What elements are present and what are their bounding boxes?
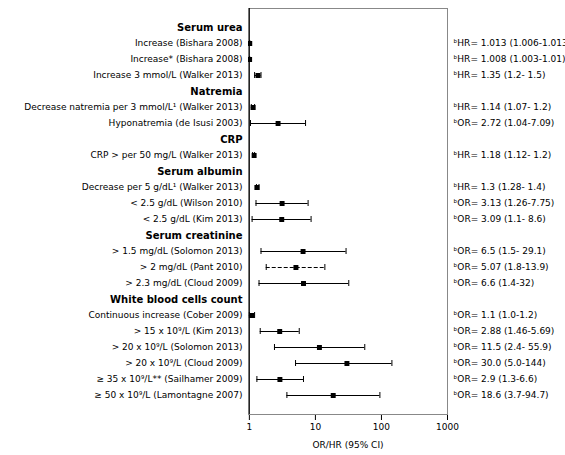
- svg-text:ᵇHR= 1.008 (1.003-1.01): ᵇHR= 1.008 (1.003-1.01): [454, 54, 565, 64]
- svg-text:10: 10: [310, 422, 322, 432]
- svg-text:Serum urea: Serum urea: [177, 22, 243, 33]
- svg-text:> 1.5 mg/dL (Solomon 2013): > 1.5 mg/dL (Solomon 2013): [112, 246, 243, 256]
- svg-text:1: 1: [247, 422, 253, 432]
- svg-text:< 2.5 g/dL (Wilson 2010): < 2.5 g/dL (Wilson 2010): [130, 198, 242, 208]
- svg-text:Continuous increase (Cober 200: Continuous increase (Cober 2009): [88, 310, 242, 320]
- svg-text:ᵇOR= 1.1 (1.0-1.2): ᵇOR= 1.1 (1.0-1.2): [454, 310, 538, 320]
- svg-text:ᵇOR= 3.09 (1.1- 8.6): ᵇOR= 3.09 (1.1- 8.6): [454, 214, 546, 224]
- svg-text:ᵇOR= 30.0 (5.0-144): ᵇOR= 30.0 (5.0-144): [454, 358, 546, 368]
- svg-text:CRP: CRP: [220, 134, 242, 145]
- svg-text:White blood cells count: White blood cells count: [110, 294, 243, 305]
- svg-text:100: 100: [373, 422, 390, 432]
- svg-text:Increase* (Bishara 2008): Increase* (Bishara 2008): [130, 54, 242, 64]
- svg-text:Decrease per 5 g/dL¹ (Walker 2: Decrease per 5 g/dL¹ (Walker 2013): [82, 182, 243, 192]
- svg-text:ᵇOR= 6.6 (1.4-32): ᵇOR= 6.6 (1.4-32): [454, 278, 535, 288]
- svg-text:Increase 3 mmol/L (Walker 2013: Increase 3 mmol/L (Walker 2013): [93, 70, 242, 80]
- svg-text:Serum creatinine: Serum creatinine: [146, 230, 243, 241]
- svg-text:> 20 x 10⁹/L (Solomon 2013): > 20 x 10⁹/L (Solomon 2013): [112, 342, 243, 352]
- svg-text:> 2 mg/dL (Pant 2010): > 2 mg/dL (Pant 2010): [140, 262, 243, 272]
- svg-text:Decrease natremia per 3 mmol/L: Decrease natremia per 3 mmol/L¹ (Walker …: [24, 102, 242, 112]
- svg-text:ᵇHR= 1.013 (1.006-1.013): ᵇHR= 1.013 (1.006-1.013): [454, 38, 565, 48]
- svg-text:1000: 1000: [436, 422, 459, 432]
- svg-text:ᵇHR= 1.18 (1.12- 1.2): ᵇHR= 1.18 (1.12- 1.2): [454, 150, 552, 160]
- svg-text:Increase (Bishara 2008): Increase (Bishara 2008): [135, 38, 243, 48]
- svg-text:ᵇOR= 6.5 (1.5- 29.1): ᵇOR= 6.5 (1.5- 29.1): [454, 246, 546, 256]
- svg-text:Natremia: Natremia: [190, 86, 242, 97]
- svg-text:ᵇOR= 11.5 (2.4- 55.9): ᵇOR= 11.5 (2.4- 55.9): [454, 342, 552, 352]
- svg-text:Hyponatremia (de Isusi 2003): Hyponatremia (de Isusi 2003): [109, 118, 243, 128]
- svg-text:≥ 35 x 10⁹/L** (Sailhamer 2009: ≥ 35 x 10⁹/L** (Sailhamer 2009): [96, 374, 242, 384]
- svg-text:> 2.3 mg/dL (Cloud 2009): > 2.3 mg/dL (Cloud 2009): [125, 278, 242, 288]
- svg-text:ᵇHR= 1.14 (1.07- 1.2): ᵇHR= 1.14 (1.07- 1.2): [454, 102, 552, 112]
- svg-text:CRP > per 50 mg/L (Walker 2013: CRP > per 50 mg/L (Walker 2013): [91, 150, 243, 160]
- svg-text:OR/HR (95% CI): OR/HR (95% CI): [312, 440, 383, 450]
- svg-text:≥ 50 x 10⁹/L (Lamontagne 2007): ≥ 50 x 10⁹/L (Lamontagne 2007): [94, 390, 242, 400]
- svg-text:ᵇOR= 18.6 (3.7-94.7): ᵇOR= 18.6 (3.7-94.7): [454, 390, 549, 400]
- svg-text:> 20 x 10⁹/L (Cloud 2009): > 20 x 10⁹/L (Cloud 2009): [125, 358, 242, 368]
- svg-text:< 2.5 g/dL (Kim 2013): < 2.5 g/dL (Kim 2013): [143, 214, 243, 224]
- svg-text:ᵇOR= 2.72 (1.04-7.09): ᵇOR= 2.72 (1.04-7.09): [454, 118, 555, 128]
- svg-text:Serum albumin: Serum albumin: [157, 166, 242, 177]
- svg-text:ᵇOR= 5.07 (1.8-13.9): ᵇOR= 5.07 (1.8-13.9): [454, 262, 549, 272]
- svg-text:ᵇOR= 2.88 (1.46-5.69): ᵇOR= 2.88 (1.46-5.69): [454, 326, 555, 336]
- svg-text:ᵇHR= 1.3 (1.28- 1.4): ᵇHR= 1.3 (1.28- 1.4): [454, 182, 546, 192]
- svg-text:ᵇOR= 2.9 (1.3-6.6): ᵇOR= 2.9 (1.3-6.6): [454, 374, 538, 384]
- svg-text:ᵇOR= 3.13 (1.26-7.75): ᵇOR= 3.13 (1.26-7.75): [454, 198, 555, 208]
- svg-text:ᵇHR= 1.35 (1.2- 1.5): ᵇHR= 1.35 (1.2- 1.5): [454, 70, 546, 80]
- svg-text:> 15 x 10⁹/L (Kim 2013): > 15 x 10⁹/L (Kim 2013): [134, 326, 243, 336]
